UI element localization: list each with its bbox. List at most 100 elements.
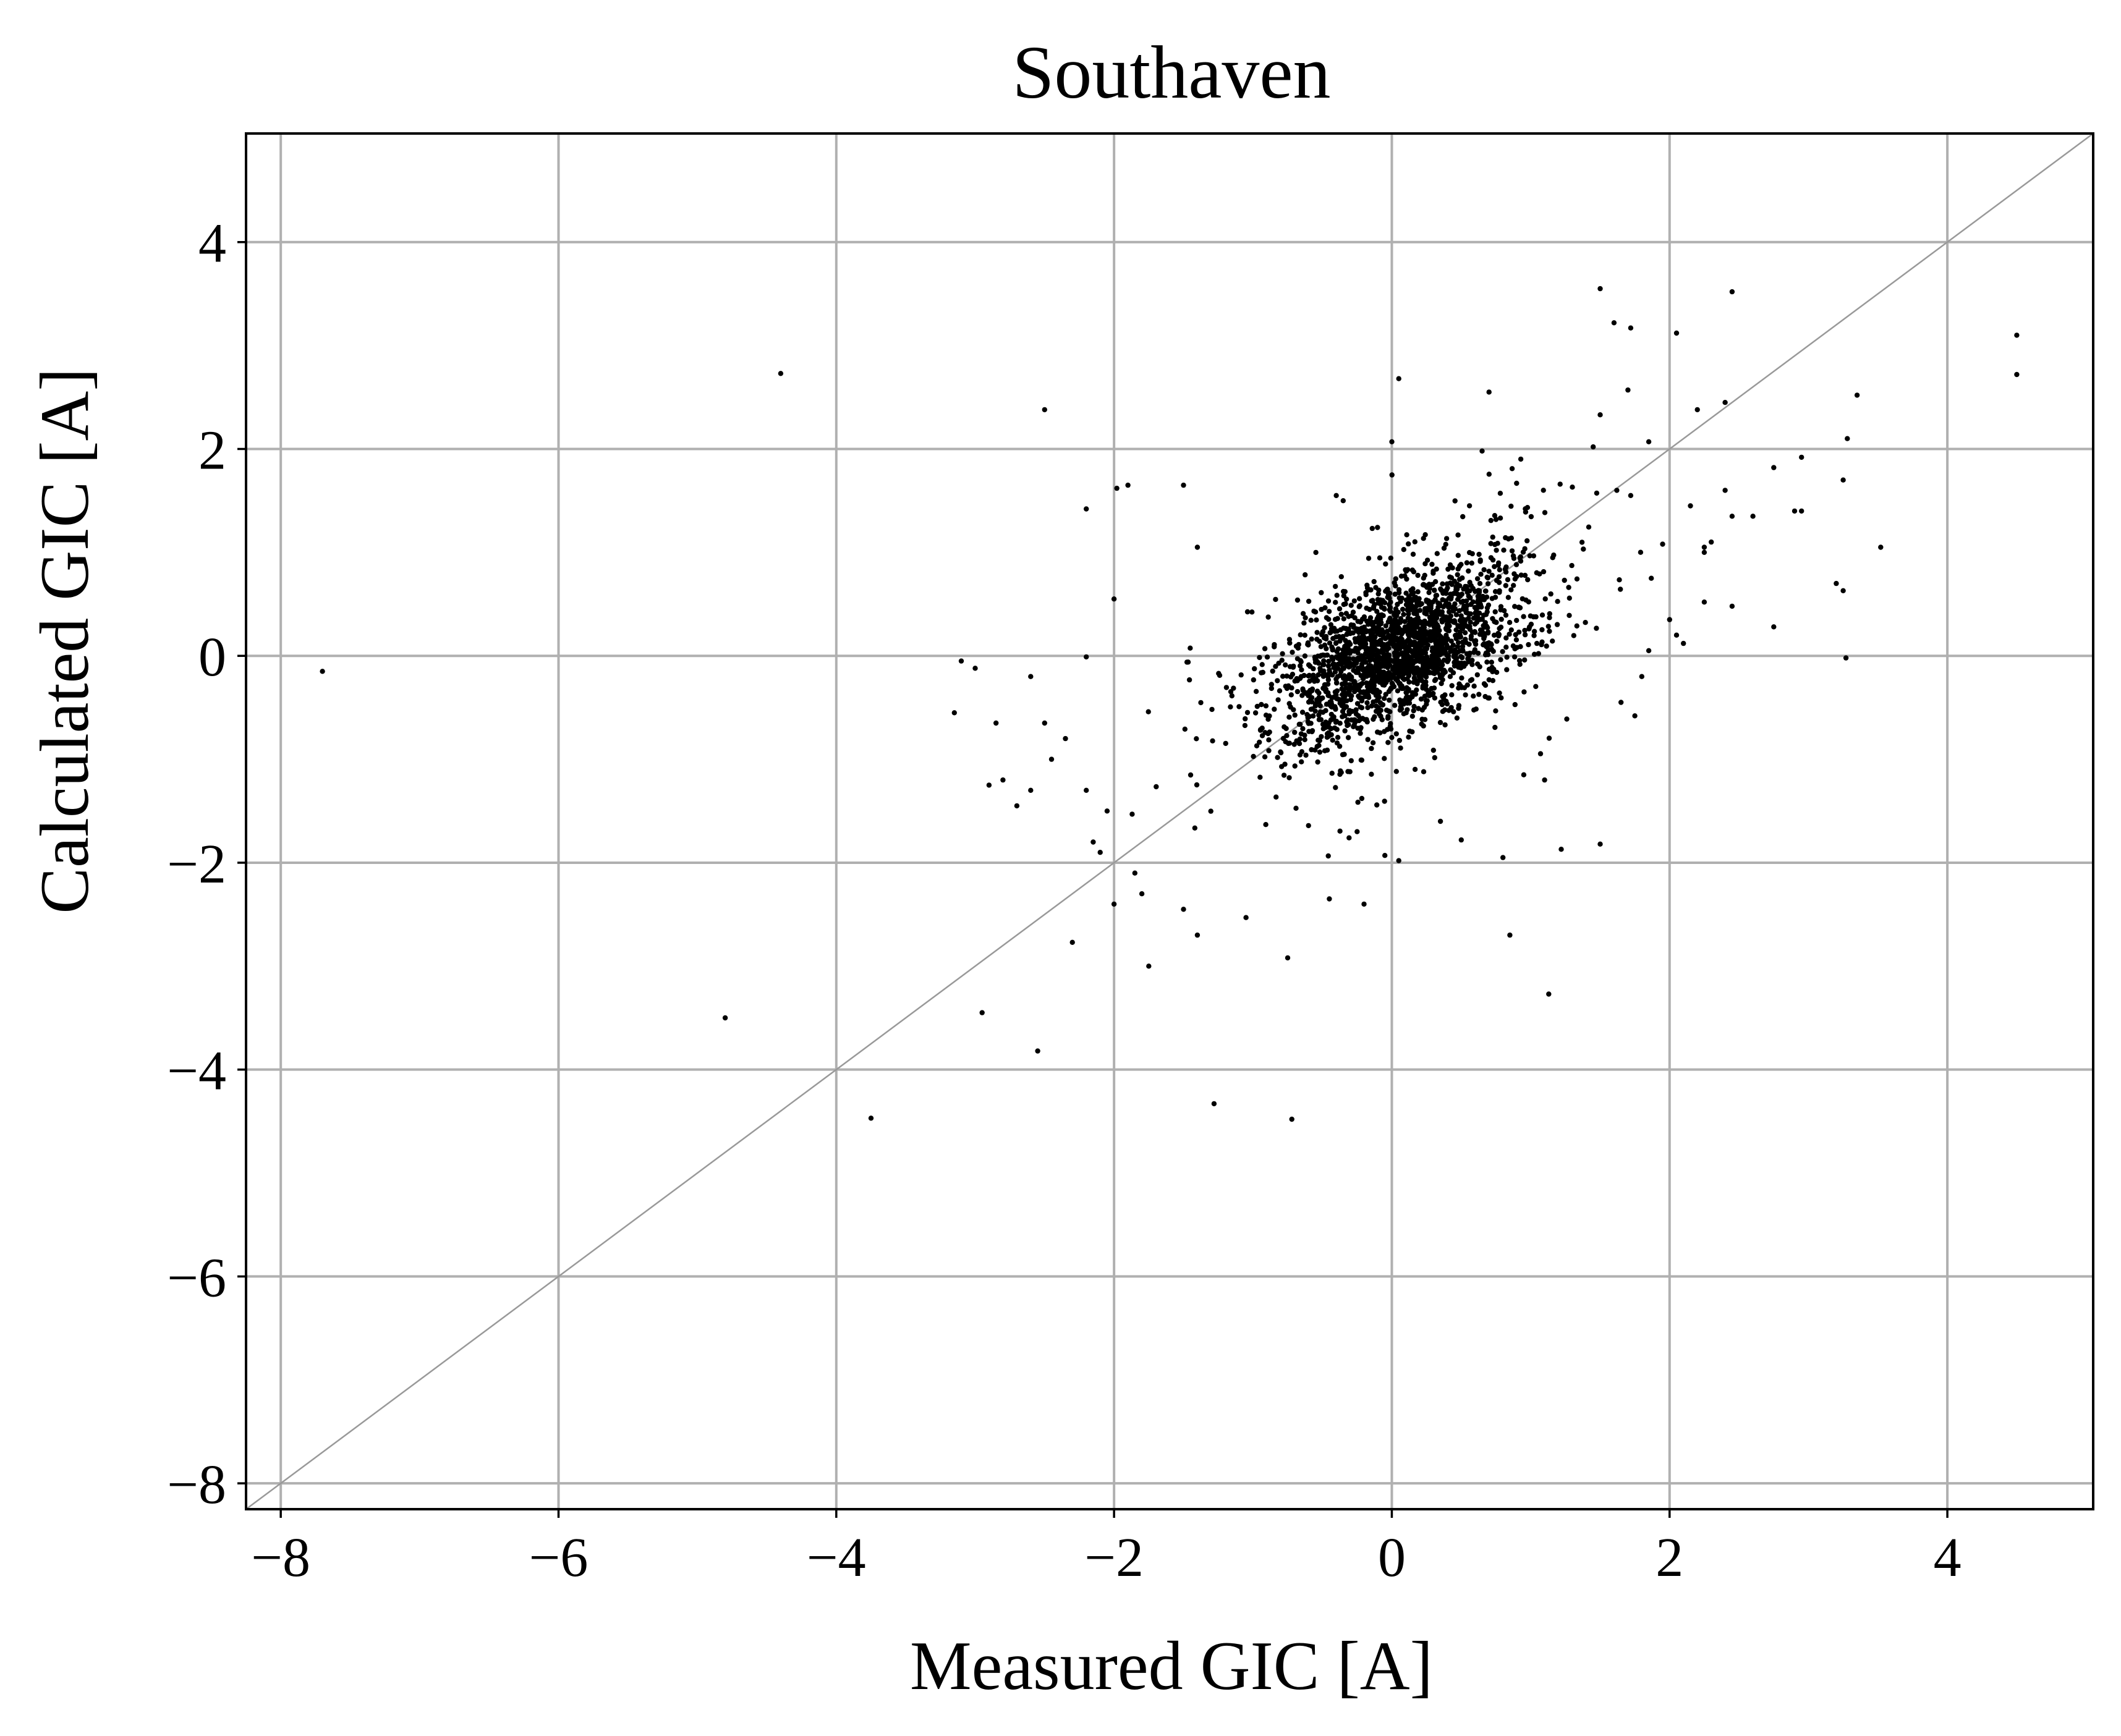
data-point — [1505, 577, 1511, 583]
data-point — [1443, 632, 1449, 638]
data-point — [1014, 803, 1020, 809]
data-point — [1359, 661, 1365, 667]
data-point — [1446, 609, 1452, 615]
data-point — [1194, 782, 1200, 788]
data-point — [1265, 730, 1271, 737]
data-point — [1420, 655, 1426, 661]
data-point — [1264, 654, 1270, 660]
data-point — [1460, 655, 1465, 661]
data-point — [1287, 640, 1293, 646]
data-point — [1332, 669, 1338, 675]
data-point — [1028, 674, 1034, 679]
data-point — [1387, 619, 1393, 625]
data-point — [1400, 652, 1406, 658]
data-point — [1361, 901, 1367, 907]
data-point — [1507, 631, 1512, 637]
data-point — [1327, 640, 1333, 646]
data-point — [1403, 590, 1409, 596]
data-point — [1376, 587, 1382, 593]
data-point — [1395, 678, 1401, 684]
data-point — [1486, 472, 1492, 477]
data-point — [1332, 725, 1338, 731]
data-point — [1492, 609, 1498, 615]
data-point — [1469, 677, 1475, 682]
data-point — [1262, 754, 1268, 760]
data-point — [1389, 439, 1395, 444]
data-point — [1722, 400, 1728, 405]
data-point — [1406, 643, 1412, 650]
data-point — [1400, 658, 1406, 664]
data-point — [1566, 585, 1571, 590]
data-point — [1421, 620, 1426, 625]
data-point — [1340, 709, 1346, 714]
data-point — [1490, 534, 1495, 540]
data-point — [1504, 667, 1510, 672]
data-point — [1422, 583, 1429, 588]
data-point — [1498, 624, 1504, 630]
data-point — [1188, 772, 1194, 778]
data-point — [1447, 574, 1453, 580]
data-point — [1460, 575, 1465, 581]
data-point — [1551, 553, 1557, 558]
data-point — [1396, 590, 1402, 596]
data-point — [1236, 704, 1242, 709]
data-point — [1348, 674, 1354, 680]
data-point — [1303, 572, 1308, 578]
data-point — [1432, 755, 1437, 761]
data-point — [1396, 737, 1403, 743]
data-point — [1477, 664, 1482, 670]
data-point — [1431, 614, 1437, 620]
data-point — [1355, 799, 1361, 805]
data-point — [1639, 674, 1644, 679]
data-point — [1418, 696, 1424, 702]
data-point — [1228, 689, 1234, 695]
data-point — [1393, 647, 1399, 653]
data-point — [1468, 636, 1474, 641]
data-point — [1405, 665, 1410, 671]
data-point — [1316, 690, 1322, 696]
data-point — [1340, 714, 1345, 719]
data-point — [1531, 633, 1537, 638]
data-point — [1318, 644, 1324, 650]
data-point — [1408, 660, 1414, 666]
data-point — [1388, 685, 1394, 691]
data-point — [1489, 572, 1495, 578]
data-point — [1460, 514, 1466, 520]
data-point — [1452, 498, 1458, 504]
data-point — [1513, 637, 1520, 643]
data-point — [1335, 654, 1340, 659]
data-point — [1369, 703, 1375, 709]
data-point — [1485, 652, 1491, 658]
data-point — [1296, 741, 1303, 747]
data-point — [1369, 666, 1374, 672]
data-point — [1646, 648, 1652, 654]
data-point — [1358, 619, 1363, 625]
data-point — [1090, 839, 1096, 845]
data-point — [1325, 677, 1331, 683]
data-point — [1466, 568, 1471, 574]
data-point — [1344, 641, 1350, 646]
data-point — [1420, 662, 1426, 667]
data-point — [1383, 561, 1388, 567]
data-point — [1840, 477, 1846, 483]
data-point — [1308, 721, 1314, 726]
data-point — [1426, 601, 1432, 607]
data-point — [1490, 616, 1495, 622]
data-point — [722, 1015, 728, 1021]
data-point — [1412, 539, 1418, 544]
data-point — [1283, 726, 1289, 732]
data-point — [1507, 620, 1513, 625]
data-point — [1302, 737, 1307, 743]
data-point — [1544, 643, 1549, 649]
data-point — [1318, 717, 1324, 722]
data-point — [1364, 605, 1369, 611]
data-point — [1306, 689, 1312, 695]
data-point — [1448, 638, 1454, 644]
data-point — [1279, 658, 1285, 663]
data-point — [1547, 629, 1552, 634]
data-point — [1332, 689, 1338, 695]
data-point — [1688, 503, 1693, 509]
data-point — [1303, 752, 1309, 758]
data-point — [1419, 721, 1424, 727]
data-point — [1579, 540, 1585, 545]
